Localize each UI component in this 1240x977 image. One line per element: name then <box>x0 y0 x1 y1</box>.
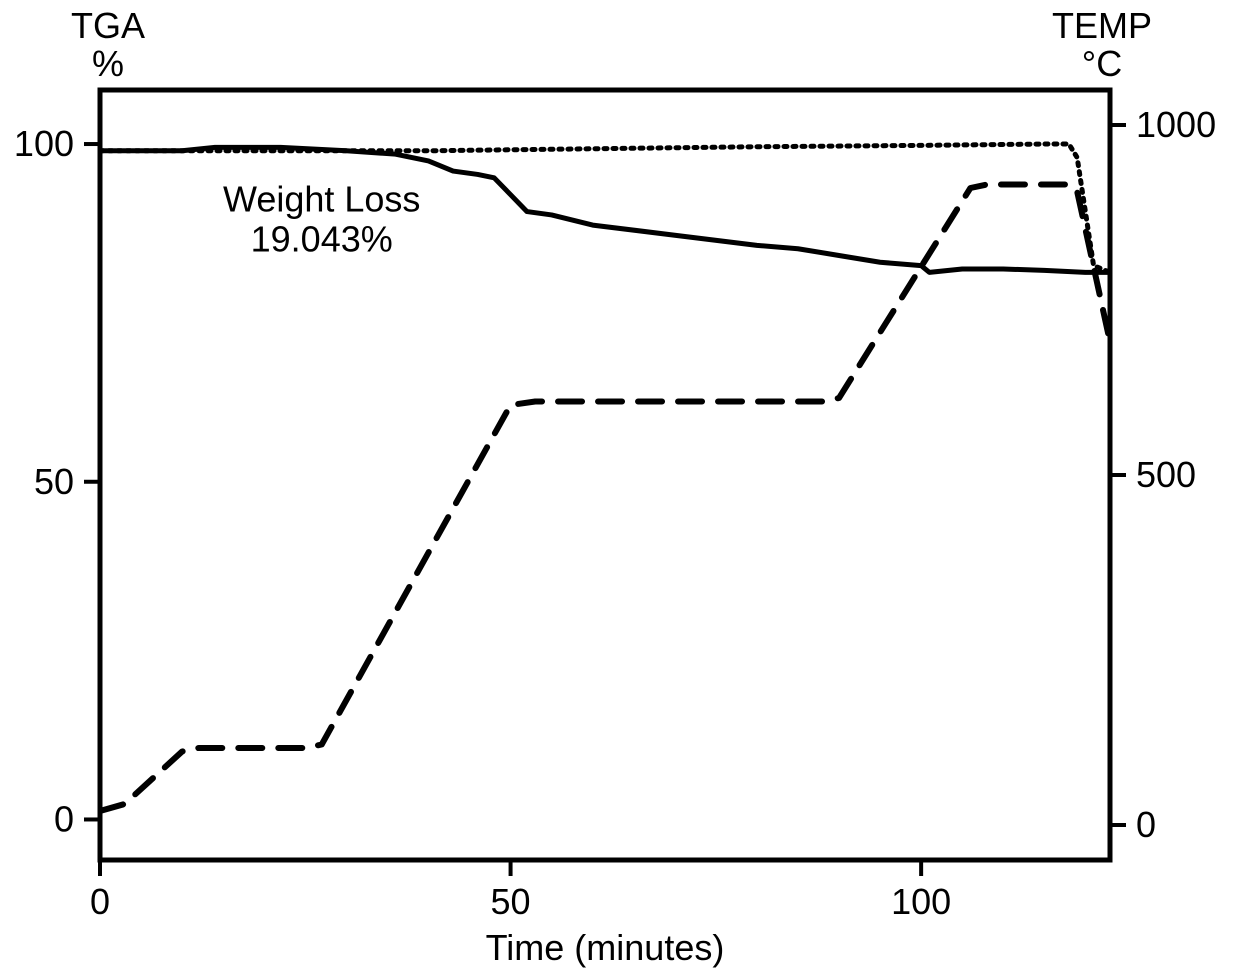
y-right-title-1: TEMP <box>1052 5 1152 46</box>
annotation-line-1: Weight Loss <box>223 179 420 220</box>
annotation-line-2: 19.043% <box>251 219 393 260</box>
y-left-title-1: TGA <box>71 5 145 46</box>
y-right-title-2: °C <box>1082 43 1122 84</box>
x-tick-label: 100 <box>891 881 951 922</box>
y-left-tick-label: 0 <box>54 798 74 839</box>
x-tick-label: 50 <box>491 881 531 922</box>
chart-svg: 0 50 100 Time (minutes) 0 50 100 TGA% 0 500 1000 TE… <box>0 0 1240 977</box>
chart-bg <box>0 0 1240 977</box>
y-right-tick-label: 500 <box>1136 454 1196 495</box>
y-left-tick-label: 50 <box>34 461 74 502</box>
y-left-tick-label: 100 <box>14 123 74 164</box>
tga-chart: 0 50 100 Time (minutes) 0 50 100 TGA% 0 500 1000 TE… <box>0 0 1240 977</box>
y-left-title-2: % <box>92 43 124 84</box>
x-tick-label: 0 <box>90 881 110 922</box>
y-right-tick-label: 1000 <box>1136 104 1216 145</box>
y-right-tick-label: 0 <box>1136 804 1156 845</box>
x-axis-label: Time (minutes) <box>486 927 725 968</box>
